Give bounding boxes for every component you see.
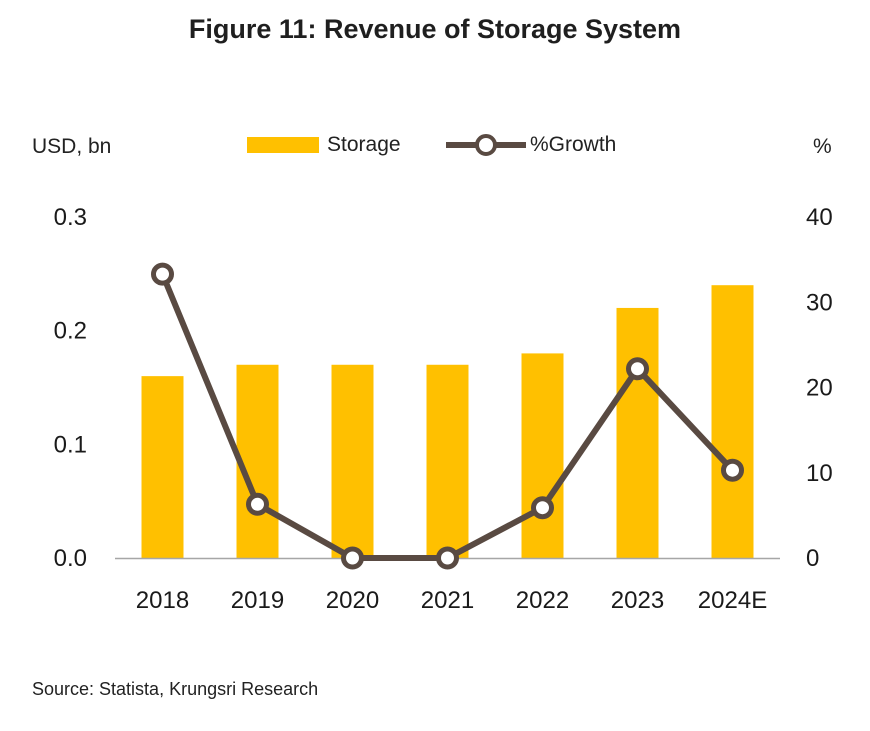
legend-item-growth: %Growth (446, 133, 616, 157)
growth-point-2020 (341, 546, 364, 570)
source-note: Source: Statista, Krungsri Research (32, 679, 319, 699)
right-tick-label: 40 (806, 204, 833, 231)
x-tick-label: 2022 (516, 587, 569, 614)
legend-growth-label: %Growth (530, 133, 617, 156)
chart-title: Figure 11: Revenue of Storage System (188, 14, 682, 44)
right-axis-unit: % (813, 135, 832, 158)
bar-2024E (711, 285, 754, 558)
x-tick-label: 2024E (698, 587, 767, 614)
growth-point-2019 (246, 492, 269, 516)
bar-2023 (616, 307, 659, 558)
growth-point-2024E (721, 458, 744, 482)
legend-line-swatch (446, 133, 526, 157)
right-tick-label: 30 (806, 289, 833, 316)
chart-legend: Storage %Growth (0, 133, 870, 163)
left-tick-label: 0.3 (54, 204, 87, 231)
bar-2022 (521, 353, 564, 558)
bar-2020 (331, 364, 374, 558)
left-tick-label: 0.0 (54, 545, 87, 572)
growth-point-2023 (626, 357, 649, 381)
growth-point-2021 (436, 546, 459, 570)
x-tick-label: 2019 (231, 587, 284, 614)
legend-storage-label: Storage (327, 133, 401, 156)
left-tick-label: 0.1 (54, 431, 87, 458)
right-tick-label: 20 (806, 375, 833, 402)
left-axis-unit: USD, bn (32, 135, 112, 158)
left-tick-label: 0.2 (54, 318, 87, 345)
legend-item-storage: Storage (247, 133, 401, 157)
bar-2019 (236, 364, 279, 558)
x-tick-label: 2020 (326, 587, 379, 614)
legend-bar-swatch (247, 137, 319, 153)
bar-2021 (426, 364, 469, 558)
x-tick-label: 2023 (611, 587, 664, 614)
growth-point-2018 (151, 262, 174, 286)
x-tick-label: 2018 (136, 587, 189, 614)
bar-2018 (141, 376, 184, 558)
x-tick-label: 2021 (421, 587, 474, 614)
right-tick-label: 10 (806, 460, 833, 487)
growth-point-2022 (531, 496, 554, 520)
right-tick-label: 0 (806, 545, 819, 572)
